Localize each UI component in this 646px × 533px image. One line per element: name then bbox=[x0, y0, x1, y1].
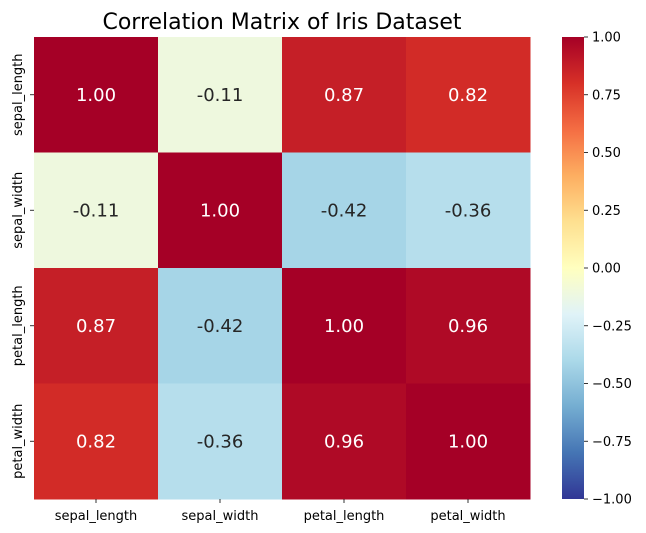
colorbar: 1.00 0.75 0.50 0.25 0.00 −0.25 −0.50 −0.75 −1.00 bbox=[562, 31, 632, 508]
heatmap-cell-3-2 bbox=[282, 383, 407, 500]
heatmap-cell-2-2 bbox=[282, 268, 407, 384]
x-tick-label-2: petal_length bbox=[304, 509, 385, 524]
cell-annotation-3-0: 0.82 bbox=[76, 431, 116, 452]
heatmap-cell-2-0 bbox=[34, 268, 159, 384]
y-tick-label-0: sepal_length bbox=[11, 53, 26, 136]
cell-annotation-3-2: 0.96 bbox=[324, 431, 364, 452]
cell-annotations: 1.00 -0.11 0.87 0.82 -0.11 1.00 -0.42 -0.36 0.87… bbox=[73, 85, 492, 453]
cell-annotation-0-3: 0.82 bbox=[448, 85, 488, 106]
cell-annotation-3-3: 1.00 bbox=[448, 431, 488, 452]
colorbar-tick-label-3: 0.25 bbox=[592, 204, 621, 219]
cell-annotation-0-0: 1.00 bbox=[76, 85, 116, 106]
cell-annotation-0-2: 0.87 bbox=[324, 85, 364, 106]
cell-annotation-3-1: -0.36 bbox=[197, 431, 244, 452]
y-tick-label-3: petal_width bbox=[11, 404, 26, 479]
colorbar-tick-label-4: 0.00 bbox=[592, 262, 621, 277]
heatmap-cell-0-1 bbox=[158, 37, 283, 153]
heatmap-cell-0-3 bbox=[406, 37, 531, 153]
x-axis: sepal_length sepal_width petal_length petal… bbox=[55, 499, 506, 524]
y-tick-label-1: sepal_width bbox=[11, 172, 26, 249]
colorbar-tick-label-6: −0.50 bbox=[592, 377, 632, 392]
colorbar-gradient bbox=[562, 37, 584, 499]
heatmap-cell-1-3 bbox=[406, 152, 531, 269]
cell-annotation-1-2: -0.42 bbox=[321, 200, 368, 221]
colorbar-tick-label-5: −0.25 bbox=[592, 319, 632, 334]
y-tick-label-2: petal_length bbox=[11, 285, 26, 366]
heatmap-cell-0-2 bbox=[282, 37, 407, 153]
heatmap-cell-3-1 bbox=[158, 383, 283, 500]
colorbar-tick-label-8: −1.00 bbox=[592, 493, 632, 508]
x-tick-label-0: sepal_length bbox=[55, 509, 138, 524]
heatmap-cell-1-2 bbox=[282, 152, 407, 269]
colorbar-tick-label-7: −0.75 bbox=[592, 435, 632, 450]
heatmap-cell-1-0 bbox=[34, 152, 159, 269]
colorbar-tick-label-2: 0.50 bbox=[592, 146, 621, 161]
colorbar-tick-label-1: 0.75 bbox=[592, 88, 621, 103]
heatmap-cell-2-1 bbox=[158, 268, 283, 384]
heatmap-cell-2-3 bbox=[406, 268, 531, 384]
x-tick-label-3: petal_width bbox=[430, 509, 505, 524]
cell-annotation-2-3: 0.96 bbox=[448, 316, 488, 337]
heatmap-cell-3-3 bbox=[406, 383, 531, 500]
colorbar-tick-label-0: 1.00 bbox=[592, 31, 621, 46]
heatmap-cell-1-1 bbox=[158, 152, 283, 269]
cell-annotation-2-1: -0.42 bbox=[197, 316, 244, 337]
cell-annotation-1-0: -0.11 bbox=[73, 200, 120, 221]
x-tick-label-1: sepal_width bbox=[182, 509, 259, 524]
chart-title: Correlation Matrix of Iris Dataset bbox=[102, 10, 461, 35]
heatmap-cell-3-0 bbox=[34, 383, 159, 500]
y-axis: sepal_length sepal_width petal_lengthpetal… bbox=[11, 53, 34, 479]
heatmap-cell-0-0 bbox=[34, 37, 159, 153]
cell-annotation-2-2: 1.00 bbox=[324, 316, 364, 337]
cell-annotation-1-1: 1.00 bbox=[200, 200, 240, 221]
cell-annotation-2-0: 0.87 bbox=[76, 316, 116, 337]
cell-annotation-1-3: -0.36 bbox=[445, 200, 492, 221]
cell-annotation-0-1: -0.11 bbox=[197, 85, 244, 106]
heatmap-cells bbox=[34, 37, 531, 500]
